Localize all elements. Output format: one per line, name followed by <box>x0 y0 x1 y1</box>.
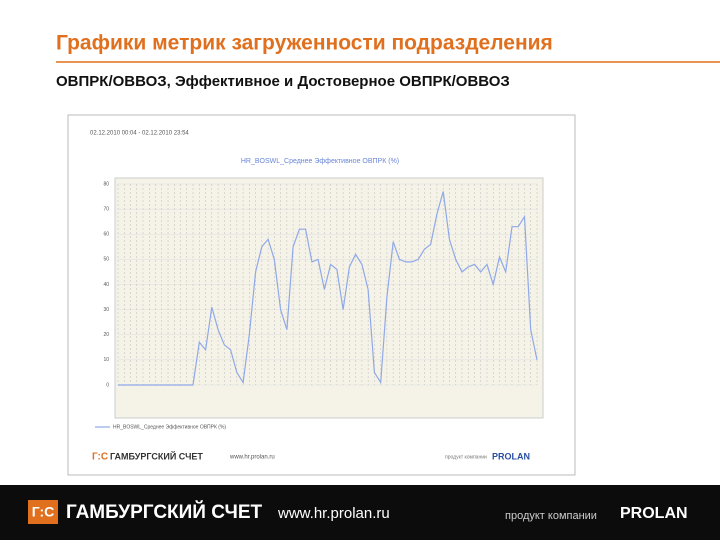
slide-title: Графики метрик загруженности подразделен… <box>56 32 553 55</box>
footer-logo: Г:С <box>32 504 55 520</box>
inner-company: PROLAN <box>492 451 530 461</box>
inner-url: www.hr.prolan.ru <box>229 455 275 461</box>
inner-brand: ГАМБУРГСКИЙ СЧЕТ <box>110 450 203 461</box>
y-tick-label: 30 <box>103 307 109 313</box>
chart-title: HR_BOSWL_Среднее Эффективное ОВПРК (%) <box>241 158 399 165</box>
y-tick-label: 20 <box>103 332 109 338</box>
y-tick-label: 70 <box>103 206 109 212</box>
slide-subtitle: ОВПРК/ОВВОЗ, Эффективное и Достоверное О… <box>56 73 510 90</box>
data-line <box>118 191 538 386</box>
footer-company-prefix: продукт компании <box>505 510 597 522</box>
y-tick-label: 40 <box>103 282 109 288</box>
chart-date: 02.12.2010 00:04 - 02.12.2010 23:54 <box>90 131 189 137</box>
legend-label: HR_BOSWL_Среднее Эффективное ОВПРК (%) <box>113 424 226 430</box>
plot-area <box>114 177 544 419</box>
footer-company: PROLAN <box>620 505 688 522</box>
y-tick-label: 60 <box>103 232 109 238</box>
inner-company-prefix: продукт компании <box>445 454 487 460</box>
inner-logo: Г:С <box>92 452 108 463</box>
y-tick-label: 50 <box>103 257 109 263</box>
footer-bar <box>0 485 720 540</box>
footer-url: www.hr.prolan.ru <box>277 505 390 522</box>
y-tick-label: 80 <box>103 181 109 187</box>
logo-box <box>28 500 58 524</box>
footer-brand: ГАМБУРГСКИЙ СЧЕТ <box>66 501 262 523</box>
y-tick-label: 0 <box>106 382 109 388</box>
y-tick-label: 10 <box>103 357 109 363</box>
